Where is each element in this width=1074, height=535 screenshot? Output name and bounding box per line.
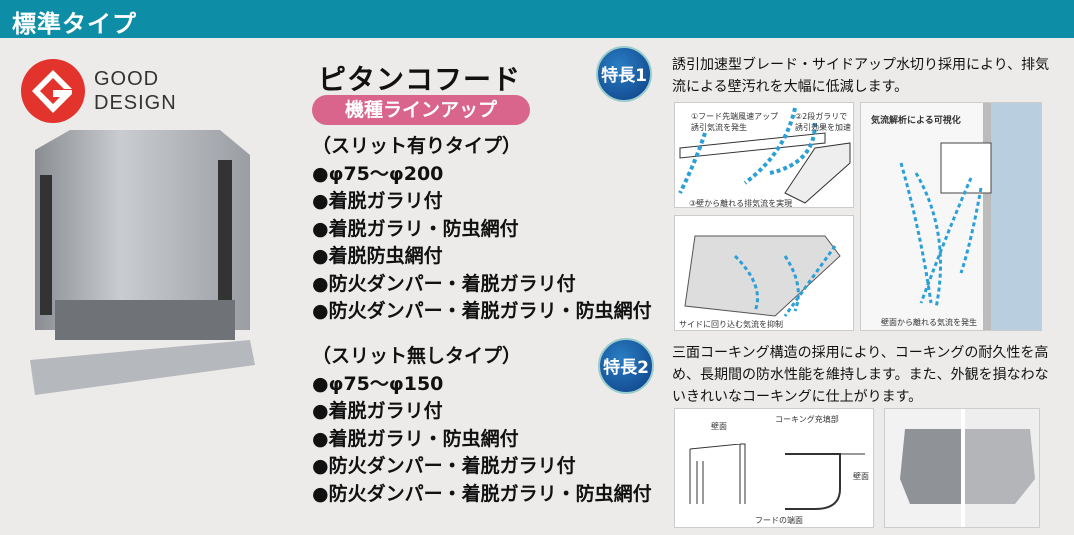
list-item: ●着脱ガラリ付: [312, 190, 443, 212]
logo-line1: GOOD: [94, 68, 160, 90]
product-image: [30, 130, 255, 395]
feature2-figure: 壁面 コーキング充填部 壁面 フードの端面: [674, 408, 874, 528]
list-item: ●着脱ガラリ・防虫網付: [312, 427, 519, 450]
fig-label: フードの端面: [755, 516, 803, 525]
feature1-badge: 特長1: [596, 46, 652, 102]
list-heading: （スリット無しタイプ）: [312, 345, 522, 367]
list-item: ●着脱ガラリ・防虫網付: [312, 217, 519, 240]
fig-label: 壁面: [711, 422, 727, 431]
fig-label: 壁面: [853, 472, 869, 481]
feature1-figure3: 気流解析による可視化 壁面から離れる気流を発生: [860, 102, 1042, 331]
fig-label: ①フード先端風速アップ 誘引気流を発生: [691, 112, 779, 132]
good-design-logo: GOOD DESIGN: [20, 58, 177, 124]
list-item: ●φ75～φ200: [312, 162, 444, 185]
feature2-photo: [884, 408, 1040, 528]
fig-label: コーキング充填部: [775, 415, 839, 424]
list-item: ●防火ダンパー・着脱ガラリ付: [312, 455, 576, 477]
lineup-pill: 機種ラインアップ: [312, 95, 530, 125]
list-heading: （スリット有りタイプ）: [312, 135, 522, 157]
fig-label: サイドに回り込む気流を抑制: [679, 320, 783, 329]
list-item: ●防火ダンパー・着脱ガラリ・防虫網付: [312, 300, 652, 322]
feature1-figure2: サイドに回り込む気流を抑制: [674, 215, 854, 331]
fig-label: ③壁から離れる排気流を実現: [689, 199, 793, 208]
list-item: ●φ75～φ150: [312, 372, 444, 395]
logo-line2: DESIGN: [94, 92, 177, 114]
feature1-text: 誘引加速型ブレード・サイドアップ水切り採用により、排気流による壁汚れを大幅に低減…: [672, 57, 1050, 95]
slit-no-list: （スリット無しタイプ） ●φ75～φ150 ●着脱ガラリ付 ●着脱ガラリ・防虫網…: [312, 343, 652, 508]
fig-label: ②2段ガラリで 誘引効果を加速: [795, 112, 851, 132]
product-title: ピタンコフード: [318, 63, 522, 96]
list-item: ●着脱ガラリ付: [312, 400, 443, 422]
fig-title: 気流解析による可視化: [871, 116, 961, 126]
list-item: ●防火ダンパー・着脱ガラリ・防虫網付: [312, 482, 652, 505]
good-design-mark-icon: [21, 59, 85, 123]
fig-label: 壁面から離れる気流を発生: [881, 318, 977, 327]
list-item: ●着脱防虫網付: [312, 245, 443, 267]
section-header: 標準タイプ: [0, 0, 1074, 38]
feature2-badge: 特長2: [598, 338, 654, 394]
list-item: ●防火ダンパー・着脱ガラリ付: [312, 272, 576, 295]
feature1-figure1: ①フード先端風速アップ 誘引気流を発生 ②2段ガラリで 誘引効果を加速 ③壁から…: [674, 102, 854, 208]
feature2-text: 三面コーキング構造の採用により、コーキングの耐久性を高め、長期間の防水性能を維持…: [672, 345, 1049, 405]
slit-yes-list: （スリット有りタイプ） ●φ75～φ200 ●着脱ガラリ付 ●着脱ガラリ・防虫網…: [312, 133, 652, 326]
